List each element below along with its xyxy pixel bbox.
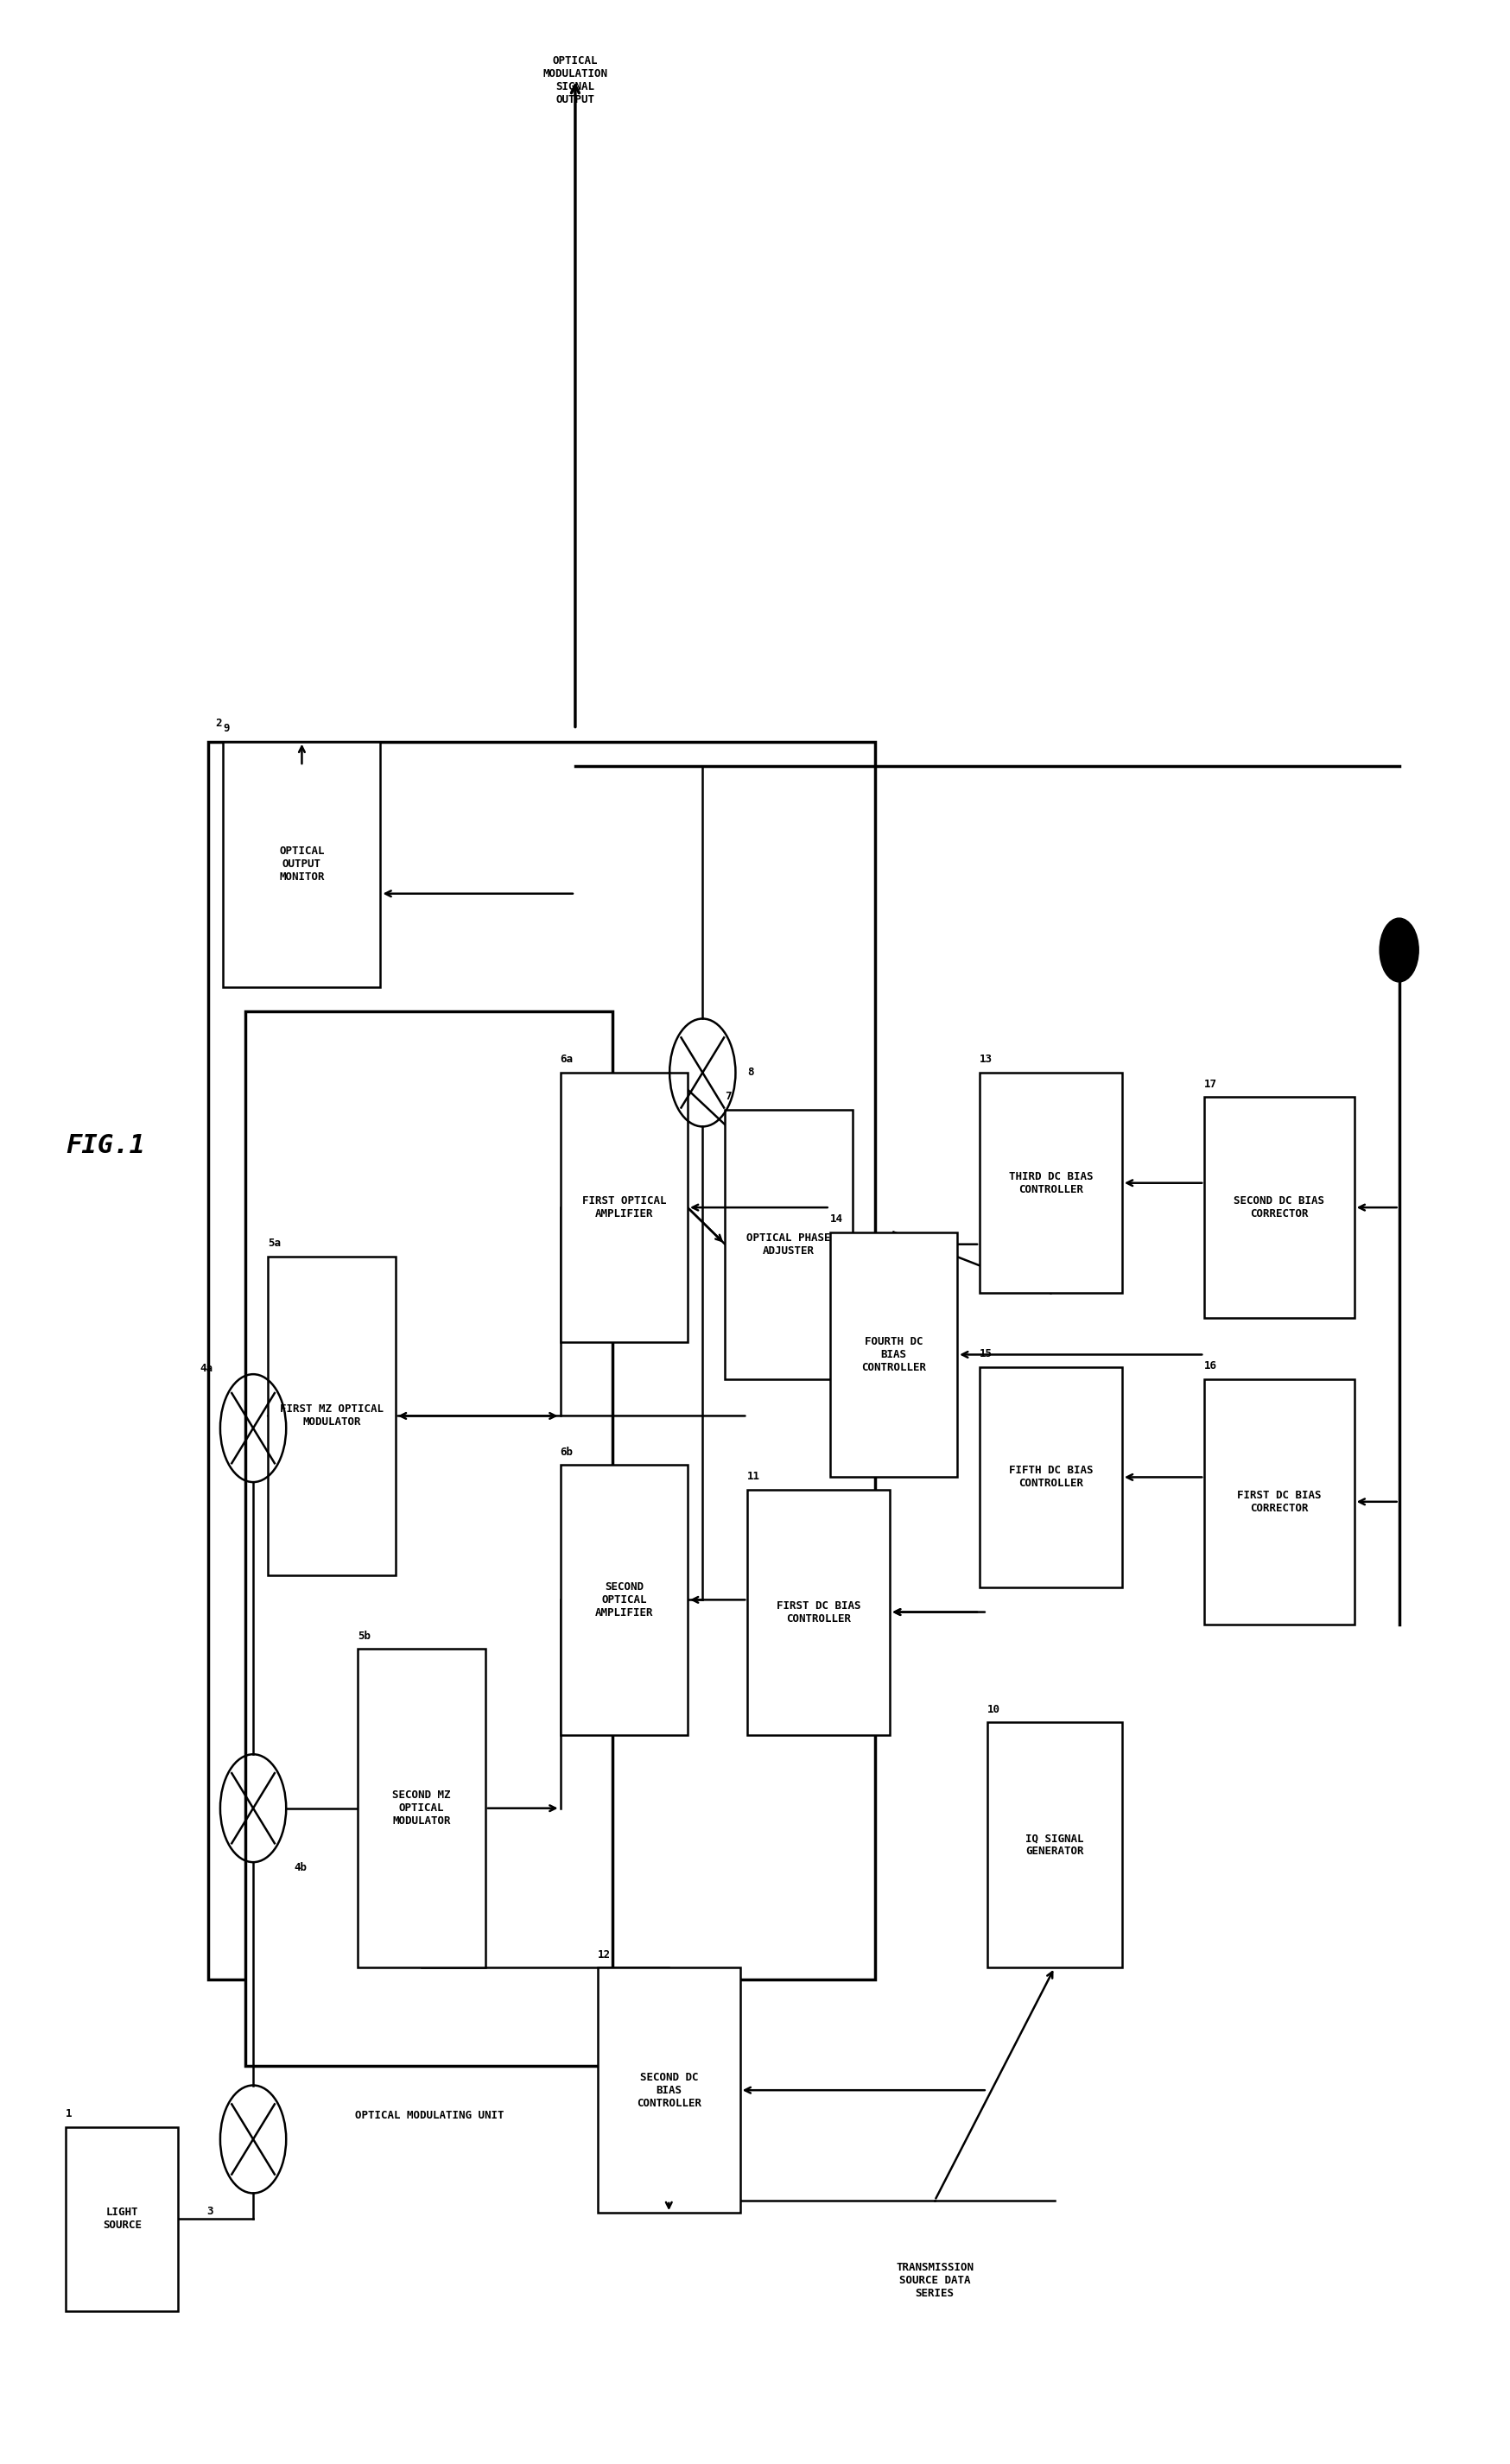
Text: LIGHT
SOURCE: LIGHT SOURCE [103,2208,142,2230]
Text: THIRD DC BIAS
CONTROLLER: THIRD DC BIAS CONTROLLER [1009,1170,1093,1195]
Text: FIRST OPTICAL
AMPLIFIER: FIRST OPTICAL AMPLIFIER [581,1195,666,1220]
FancyBboxPatch shape [208,742,874,1981]
Text: 9: 9 [223,722,230,734]
Text: TRANSMISSION
SOURCE DATA
SERIES: TRANSMISSION SOURCE DATA SERIES [895,2262,974,2299]
Text: SECOND
OPTICAL
AMPLIFIER: SECOND OPTICAL AMPLIFIER [595,1582,654,1619]
FancyBboxPatch shape [246,1010,613,2065]
Text: OPTICAL
MODULATION
SIGNAL
OUTPUT: OPTICAL MODULATION SIGNAL OUTPUT [544,54,607,106]
Text: 6b: 6b [560,1446,574,1459]
Text: 3: 3 [207,2205,213,2218]
Text: FIRST MZ OPTICAL
MODULATOR: FIRST MZ OPTICAL MODULATOR [279,1404,384,1429]
FancyBboxPatch shape [980,1368,1122,1587]
FancyBboxPatch shape [1205,1096,1354,1318]
Text: IQ SIGNAL
GENERATOR: IQ SIGNAL GENERATOR [1025,1833,1084,1858]
Text: 7: 7 [725,1092,731,1101]
Text: 6a: 6a [560,1055,574,1064]
FancyBboxPatch shape [560,1466,687,1735]
FancyBboxPatch shape [560,1072,687,1343]
Text: 17: 17 [1205,1079,1217,1089]
Circle shape [1380,919,1418,981]
Text: 5a: 5a [269,1237,281,1249]
Text: OPTICAL MODULATING UNIT: OPTICAL MODULATING UNIT [355,2109,504,2122]
FancyBboxPatch shape [1205,1380,1354,1624]
Text: FOURTH DC
BIAS
CONTROLLER: FOURTH DC BIAS CONTROLLER [861,1335,926,1372]
FancyBboxPatch shape [269,1257,396,1574]
FancyBboxPatch shape [988,1722,1122,1969]
Text: 4b: 4b [293,1863,307,1873]
Text: 2: 2 [216,717,222,729]
Text: SECOND MZ
OPTICAL
MODULATOR: SECOND MZ OPTICAL MODULATOR [393,1789,451,1826]
Text: SECOND DC BIAS
CORRECTOR: SECOND DC BIAS CORRECTOR [1234,1195,1324,1220]
FancyBboxPatch shape [598,1969,740,2213]
FancyBboxPatch shape [358,1648,485,1969]
Text: 11: 11 [747,1471,761,1483]
Text: 13: 13 [980,1055,992,1064]
FancyBboxPatch shape [223,742,381,986]
Text: FIG.1: FIG.1 [66,1133,145,1158]
FancyBboxPatch shape [725,1109,852,1380]
Text: OPTICAL
OUTPUT
MONITOR: OPTICAL OUTPUT MONITOR [279,845,325,882]
Text: FIRST DC BIAS
CONTROLLER: FIRST DC BIAS CONTROLLER [776,1599,861,1624]
Text: 8: 8 [747,1067,753,1079]
Text: SECOND DC
BIAS
CONTROLLER: SECOND DC BIAS CONTROLLER [637,2072,701,2109]
Text: 5b: 5b [358,1631,371,1641]
Text: OPTICAL PHASE
ADJUSTER: OPTICAL PHASE ADJUSTER [746,1232,831,1257]
FancyBboxPatch shape [66,2126,178,2311]
Text: FIRST DC BIAS
CORRECTOR: FIRST DC BIAS CORRECTOR [1237,1491,1321,1513]
Text: 1: 1 [66,2109,72,2119]
FancyBboxPatch shape [831,1232,957,1478]
Text: 15: 15 [980,1348,992,1360]
Text: 16: 16 [1205,1360,1217,1372]
Text: FIFTH DC BIAS
CONTROLLER: FIFTH DC BIAS CONTROLLER [1009,1466,1093,1488]
Text: 14: 14 [831,1212,843,1225]
Text: 12: 12 [598,1949,610,1961]
Text: 4a: 4a [199,1363,213,1375]
FancyBboxPatch shape [747,1488,889,1735]
Text: 10: 10 [988,1703,1000,1715]
FancyBboxPatch shape [980,1072,1122,1294]
